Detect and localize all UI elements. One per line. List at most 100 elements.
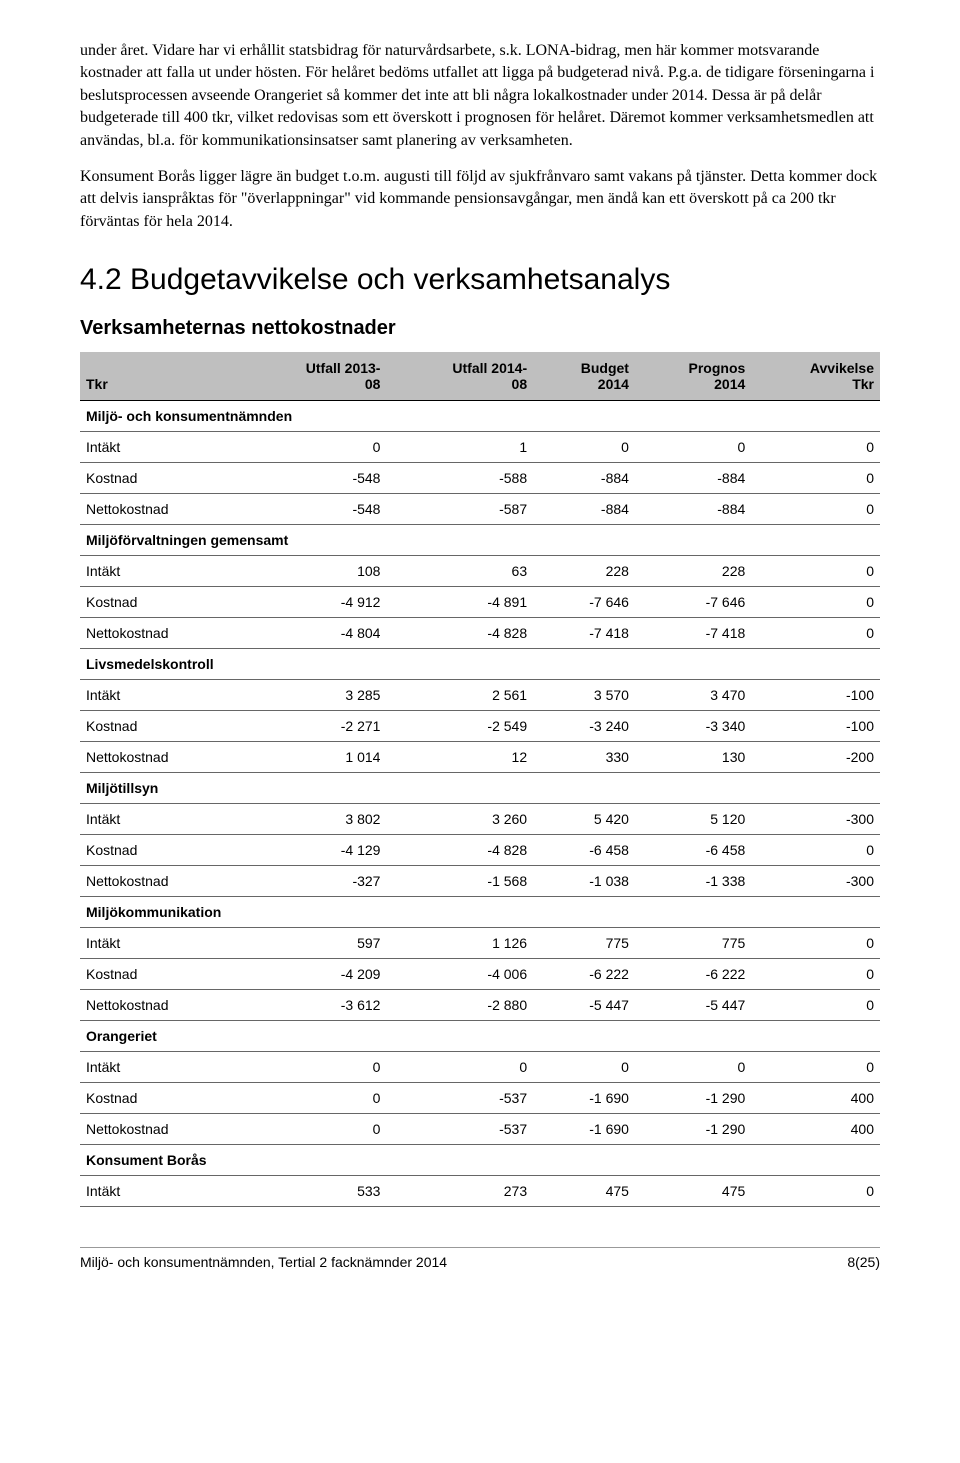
row-value: -3 612	[240, 990, 387, 1021]
row-value: 108	[240, 556, 387, 587]
row-value: -1 290	[635, 1114, 751, 1145]
row-value: 775	[533, 928, 635, 959]
row-value: 3 470	[635, 680, 751, 711]
row-value: -1 568	[386, 866, 533, 897]
row-value: 0	[751, 1176, 880, 1207]
th-line: 2014	[641, 376, 745, 392]
row-value: -1 690	[533, 1114, 635, 1145]
table-group-row: Orangeriet	[80, 1021, 880, 1052]
row-value: 0	[751, 618, 880, 649]
table-row: Nettokostnad-548-587-884-8840	[80, 494, 880, 525]
row-value: 0	[751, 928, 880, 959]
row-value: -548	[240, 463, 387, 494]
row-value: -884	[533, 494, 635, 525]
row-label: Kostnad	[80, 1083, 240, 1114]
th-line: 08	[392, 376, 527, 392]
row-value: -537	[386, 1114, 533, 1145]
row-value: -1 038	[533, 866, 635, 897]
row-label: Nettokostnad	[80, 742, 240, 773]
row-value: 1 014	[240, 742, 387, 773]
footer-left: Miljö- och konsumentnämnden, Tertial 2 f…	[80, 1254, 447, 1270]
table-row: Kostnad-4 209-4 006-6 222-6 2220	[80, 959, 880, 990]
table-row: Nettokostnad-3 612-2 880-5 447-5 4470	[80, 990, 880, 1021]
row-value: -2 880	[386, 990, 533, 1021]
row-value: 597	[240, 928, 387, 959]
row-value: -4 828	[386, 835, 533, 866]
table-row: Kostnad0-537-1 690-1 290400	[80, 1083, 880, 1114]
row-value: 0	[751, 835, 880, 866]
row-value: -4 891	[386, 587, 533, 618]
row-value: 0	[635, 432, 751, 463]
table-row: Intäkt3 2852 5613 5703 470-100	[80, 680, 880, 711]
row-label: Nettokostnad	[80, 990, 240, 1021]
row-value: -7 418	[533, 618, 635, 649]
row-value: -6 222	[635, 959, 751, 990]
row-value: 475	[533, 1176, 635, 1207]
th-line: Tkr	[757, 376, 874, 392]
row-value: 3 570	[533, 680, 635, 711]
th-avvikelse: Avvikelse Tkr	[751, 352, 880, 401]
th-line: Prognos	[641, 360, 745, 376]
row-value: 5 420	[533, 804, 635, 835]
row-value: -6 458	[533, 835, 635, 866]
group-label: Miljötillsyn	[80, 773, 880, 804]
row-label: Kostnad	[80, 587, 240, 618]
row-value: -300	[751, 866, 880, 897]
row-value: 0	[533, 1052, 635, 1083]
row-value: 3 260	[386, 804, 533, 835]
row-value: 0	[751, 1052, 880, 1083]
row-value: 228	[635, 556, 751, 587]
row-value: 1	[386, 432, 533, 463]
row-label: Kostnad	[80, 463, 240, 494]
table-group-row: Konsument Borås	[80, 1145, 880, 1176]
row-value: 330	[533, 742, 635, 773]
table-row: Nettokostnad1 01412330130-200	[80, 742, 880, 773]
table-group-row: Miljöförvaltningen gemensamt	[80, 525, 880, 556]
paragraph-1: under året. Vidare har vi erhållit stats…	[80, 40, 880, 152]
row-label: Intäkt	[80, 1176, 240, 1207]
row-value: -200	[751, 742, 880, 773]
row-value: 0	[751, 959, 880, 990]
row-label: Intäkt	[80, 928, 240, 959]
row-value: -884	[635, 494, 751, 525]
group-label: Orangeriet	[80, 1021, 880, 1052]
table-title: Verksamheternas nettokostnader	[80, 317, 880, 340]
row-value: 0	[533, 432, 635, 463]
row-value: -3 240	[533, 711, 635, 742]
row-value: -1 690	[533, 1083, 635, 1114]
row-value: 0	[751, 556, 880, 587]
row-label: Intäkt	[80, 680, 240, 711]
row-value: 3 802	[240, 804, 387, 835]
table-group-row: Miljö- och konsumentnämnden	[80, 401, 880, 432]
row-value: -2 549	[386, 711, 533, 742]
row-value: 0	[386, 1052, 533, 1083]
group-label: Miljö- och konsumentnämnden	[80, 401, 880, 432]
row-label: Nettokostnad	[80, 866, 240, 897]
table-row: Intäkt5971 1267757750	[80, 928, 880, 959]
row-value: 3 285	[240, 680, 387, 711]
row-label: Nettokostnad	[80, 494, 240, 525]
row-value: -588	[386, 463, 533, 494]
row-value: 1 126	[386, 928, 533, 959]
row-label: Kostnad	[80, 959, 240, 990]
row-value: -4 804	[240, 618, 387, 649]
row-value: -1 338	[635, 866, 751, 897]
row-label: Kostnad	[80, 835, 240, 866]
table-row: Nettokostnad-4 804-4 828-7 418-7 4180	[80, 618, 880, 649]
table-row: Nettokostnad0-537-1 690-1 290400	[80, 1114, 880, 1145]
table-group-row: Miljötillsyn	[80, 773, 880, 804]
table-row: Kostnad-4 912-4 891-7 646-7 6460	[80, 587, 880, 618]
row-value: -537	[386, 1083, 533, 1114]
row-label: Kostnad	[80, 711, 240, 742]
th-line: Utfall 2014-	[392, 360, 527, 376]
table-row: Intäkt108632282280	[80, 556, 880, 587]
row-value: 0	[240, 1114, 387, 1145]
th-prognos: Prognos 2014	[635, 352, 751, 401]
row-value: -884	[635, 463, 751, 494]
table-row: Intäkt00000	[80, 1052, 880, 1083]
row-value: -6 458	[635, 835, 751, 866]
row-value: -4 828	[386, 618, 533, 649]
row-value: 0	[240, 432, 387, 463]
row-value: 228	[533, 556, 635, 587]
row-value: -327	[240, 866, 387, 897]
